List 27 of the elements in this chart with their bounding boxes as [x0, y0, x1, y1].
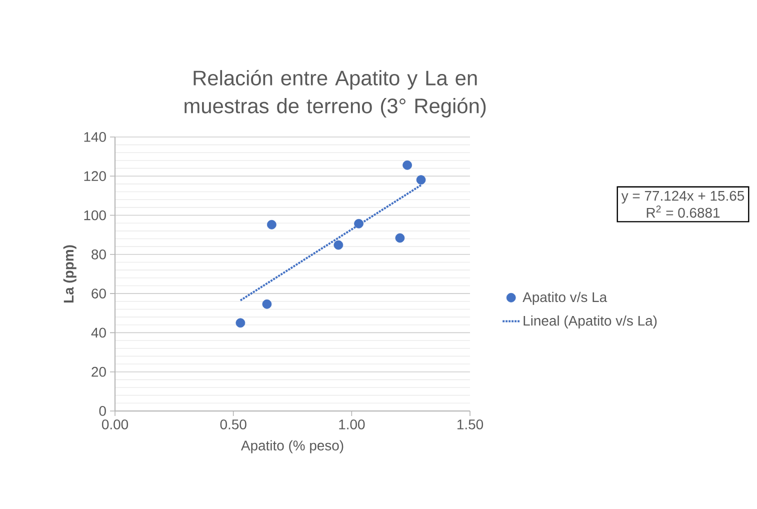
y-tick-label: 20 [92, 366, 106, 377]
y-tick-label: 140 [84, 132, 106, 142]
legend-label: Apatito v/s La [522, 292, 608, 305]
point [236, 318, 246, 328]
point [416, 175, 426, 185]
point [354, 218, 364, 228]
x-tick-label: 0.50 [220, 419, 246, 430]
x-tick-label: 1.50 [458, 419, 484, 430]
y-tick-label: 0 [99, 406, 106, 416]
y-axis-title: La (ppm) [63, 245, 76, 302]
point [402, 160, 412, 170]
point [266, 220, 276, 230]
x-tick-label: 1.00 [339, 419, 365, 430]
x-axis-title: Apatito (% peso) [240, 440, 344, 454]
text: R$^{2}$ = 0.6881 [646, 206, 720, 218]
point [334, 240, 344, 250]
x-tick-label: 0.00 [102, 419, 128, 430]
chart-title: Relación entre Apatito y La en muestras de terreno (3° Región) [184, 70, 486, 118]
text: y = 77.124x + 15.65 [621, 190, 744, 204]
y-tick-label: 80 [92, 249, 106, 260]
y-tick-label: 120 [84, 171, 106, 182]
y-tick-label: 60 [92, 288, 106, 298]
y-tick-label: 100 [84, 210, 106, 220]
point [262, 299, 272, 309]
legend-label: Lineal (Apatito v/s La) [524, 315, 657, 328]
y-tick-label: 40 [91, 328, 106, 338]
point [395, 233, 405, 243]
